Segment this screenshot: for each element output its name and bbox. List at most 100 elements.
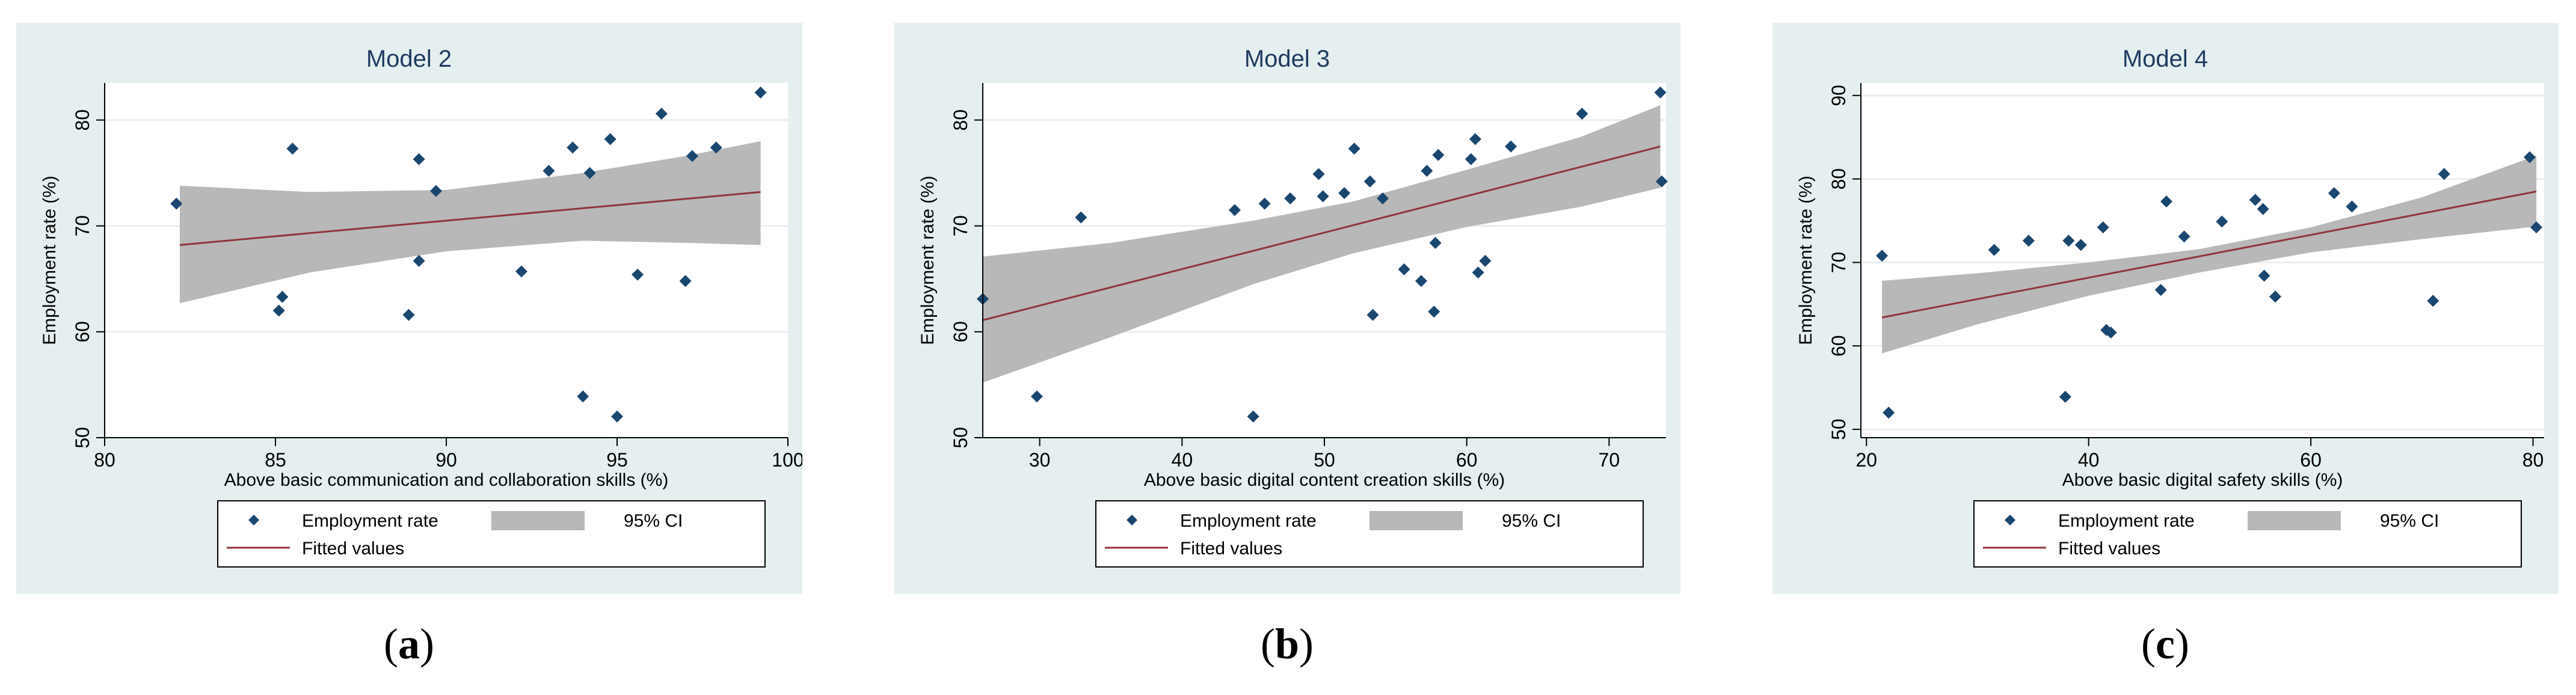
x-tick-label: 40 (1172, 449, 1193, 471)
y-tick-label: 70 (1828, 252, 1849, 274)
data-point (1505, 140, 1517, 153)
x-tick-label: 95 (606, 449, 628, 471)
data-point (286, 142, 299, 155)
chart-svg-b: Model 3 50 60 70 80 30 40 50 60 70 Above basic dig… (918, 46, 1668, 568)
legend: Employment rate 95% CI Fitted values (1973, 500, 2522, 568)
data-point (1988, 243, 2000, 256)
data-point (1415, 275, 1427, 287)
data-point (2346, 200, 2358, 213)
data-point (2328, 187, 2340, 200)
data-point (1876, 250, 1889, 262)
data-point (1654, 86, 1667, 99)
data-point (710, 141, 722, 154)
data-point (1472, 266, 1484, 279)
data-point (1576, 108, 1588, 120)
chart-svg-c: Model 4 50 60 70 80 90 20 40 60 80 Above basic dig… (1796, 46, 2544, 568)
chart-panel-c: Model 4 50 60 70 80 90 20 40 60 80 Above basic dig… (1772, 23, 2559, 594)
data-point (2216, 215, 2228, 228)
data-point (1421, 165, 1433, 177)
x-axis-title: Above basic digital content creation ski… (1144, 470, 1505, 490)
x-tick-label: 60 (2300, 449, 2322, 471)
x-tick-label: 80 (2522, 449, 2544, 471)
data-point (1258, 197, 1271, 210)
data-point (567, 141, 579, 154)
data-point (1228, 204, 1241, 216)
data-point (2104, 326, 2117, 339)
legend-ci-label: 95% CI (2380, 511, 2439, 531)
legend-box (1095, 500, 1644, 568)
data-point (2097, 221, 2109, 234)
legend: Employment rate 95% CI Fitted values (217, 500, 766, 568)
data-point (1479, 254, 1492, 267)
legend-scatter-label: Employment rate (302, 511, 438, 531)
data-point (1428, 305, 1440, 318)
data-point (655, 108, 668, 120)
legend-scatter-label: Employment rate (1180, 511, 1317, 531)
y-tick-label: 50 (1828, 418, 1849, 440)
data-point (276, 290, 289, 303)
legend-point-marker (1127, 515, 1137, 525)
legend-box (217, 500, 766, 568)
panel-label-b: (b) (1260, 620, 1314, 668)
legend-box (1973, 500, 2522, 568)
data-point (413, 153, 425, 165)
data-point (2059, 390, 2071, 403)
data-point (2257, 203, 2269, 215)
data-point (1366, 308, 1379, 321)
y-tick-label: 60 (1828, 335, 1849, 357)
panel-label-a: (a) (384, 620, 434, 668)
data-point (2438, 168, 2450, 180)
data-point (543, 165, 555, 177)
y-tick-label: 70 (72, 215, 93, 237)
y-tick-label: 80 (72, 109, 93, 131)
panel-label-c: (c) (2141, 620, 2189, 668)
x-tick-label: 70 (1599, 449, 1620, 471)
y-tick-label: 80 (1828, 168, 1849, 190)
data-point (1429, 236, 1442, 249)
legend-point-marker (2005, 515, 2015, 525)
data-point (1883, 406, 1895, 419)
data-point (1465, 153, 1477, 165)
data-point (2258, 269, 2270, 282)
y-tick-label: 60 (72, 321, 93, 343)
data-point (2530, 221, 2543, 234)
legend-ci-swatch (1369, 511, 1463, 530)
data-point (611, 410, 623, 423)
x-tick-label: 80 (94, 449, 115, 471)
ci-band (179, 141, 761, 304)
data-point (583, 167, 596, 179)
data-point (2523, 151, 2536, 164)
data-point (2100, 323, 2113, 336)
data-point (402, 308, 415, 321)
data-point (1363, 175, 1376, 188)
x-tick-label: 100 (772, 449, 802, 471)
data-point (2074, 239, 2087, 251)
data-point (2160, 195, 2172, 208)
data-point (1398, 263, 1410, 275)
data-point (170, 197, 183, 210)
data-point (2062, 234, 2075, 247)
y-axis-title: Employment rate (%) (40, 176, 60, 345)
x-tick-label: 85 (265, 449, 286, 471)
y-tick-label: 90 (1828, 85, 1849, 106)
data-point (429, 185, 442, 197)
legend-ci-swatch (2248, 511, 2341, 530)
x-tick-label: 60 (1456, 449, 1478, 471)
data-point (754, 86, 767, 99)
data-point (272, 304, 285, 317)
legend-fit-label: Fitted values (302, 539, 404, 559)
data-point (2154, 284, 2167, 296)
y-tick-label: 50 (950, 427, 971, 449)
x-tick-label: 30 (1029, 449, 1051, 471)
legend-fit-label: Fitted values (2058, 539, 2160, 559)
fitted-line (982, 145, 1661, 321)
y-tick-label: 70 (950, 215, 971, 237)
y-tick-label: 60 (950, 321, 971, 343)
data-point (1284, 192, 1297, 204)
ci-band (983, 105, 1661, 383)
data-point (1030, 390, 1043, 403)
data-point (1312, 168, 1325, 180)
data-point (632, 268, 644, 281)
data-point (2022, 234, 2035, 247)
data-point (686, 150, 698, 162)
